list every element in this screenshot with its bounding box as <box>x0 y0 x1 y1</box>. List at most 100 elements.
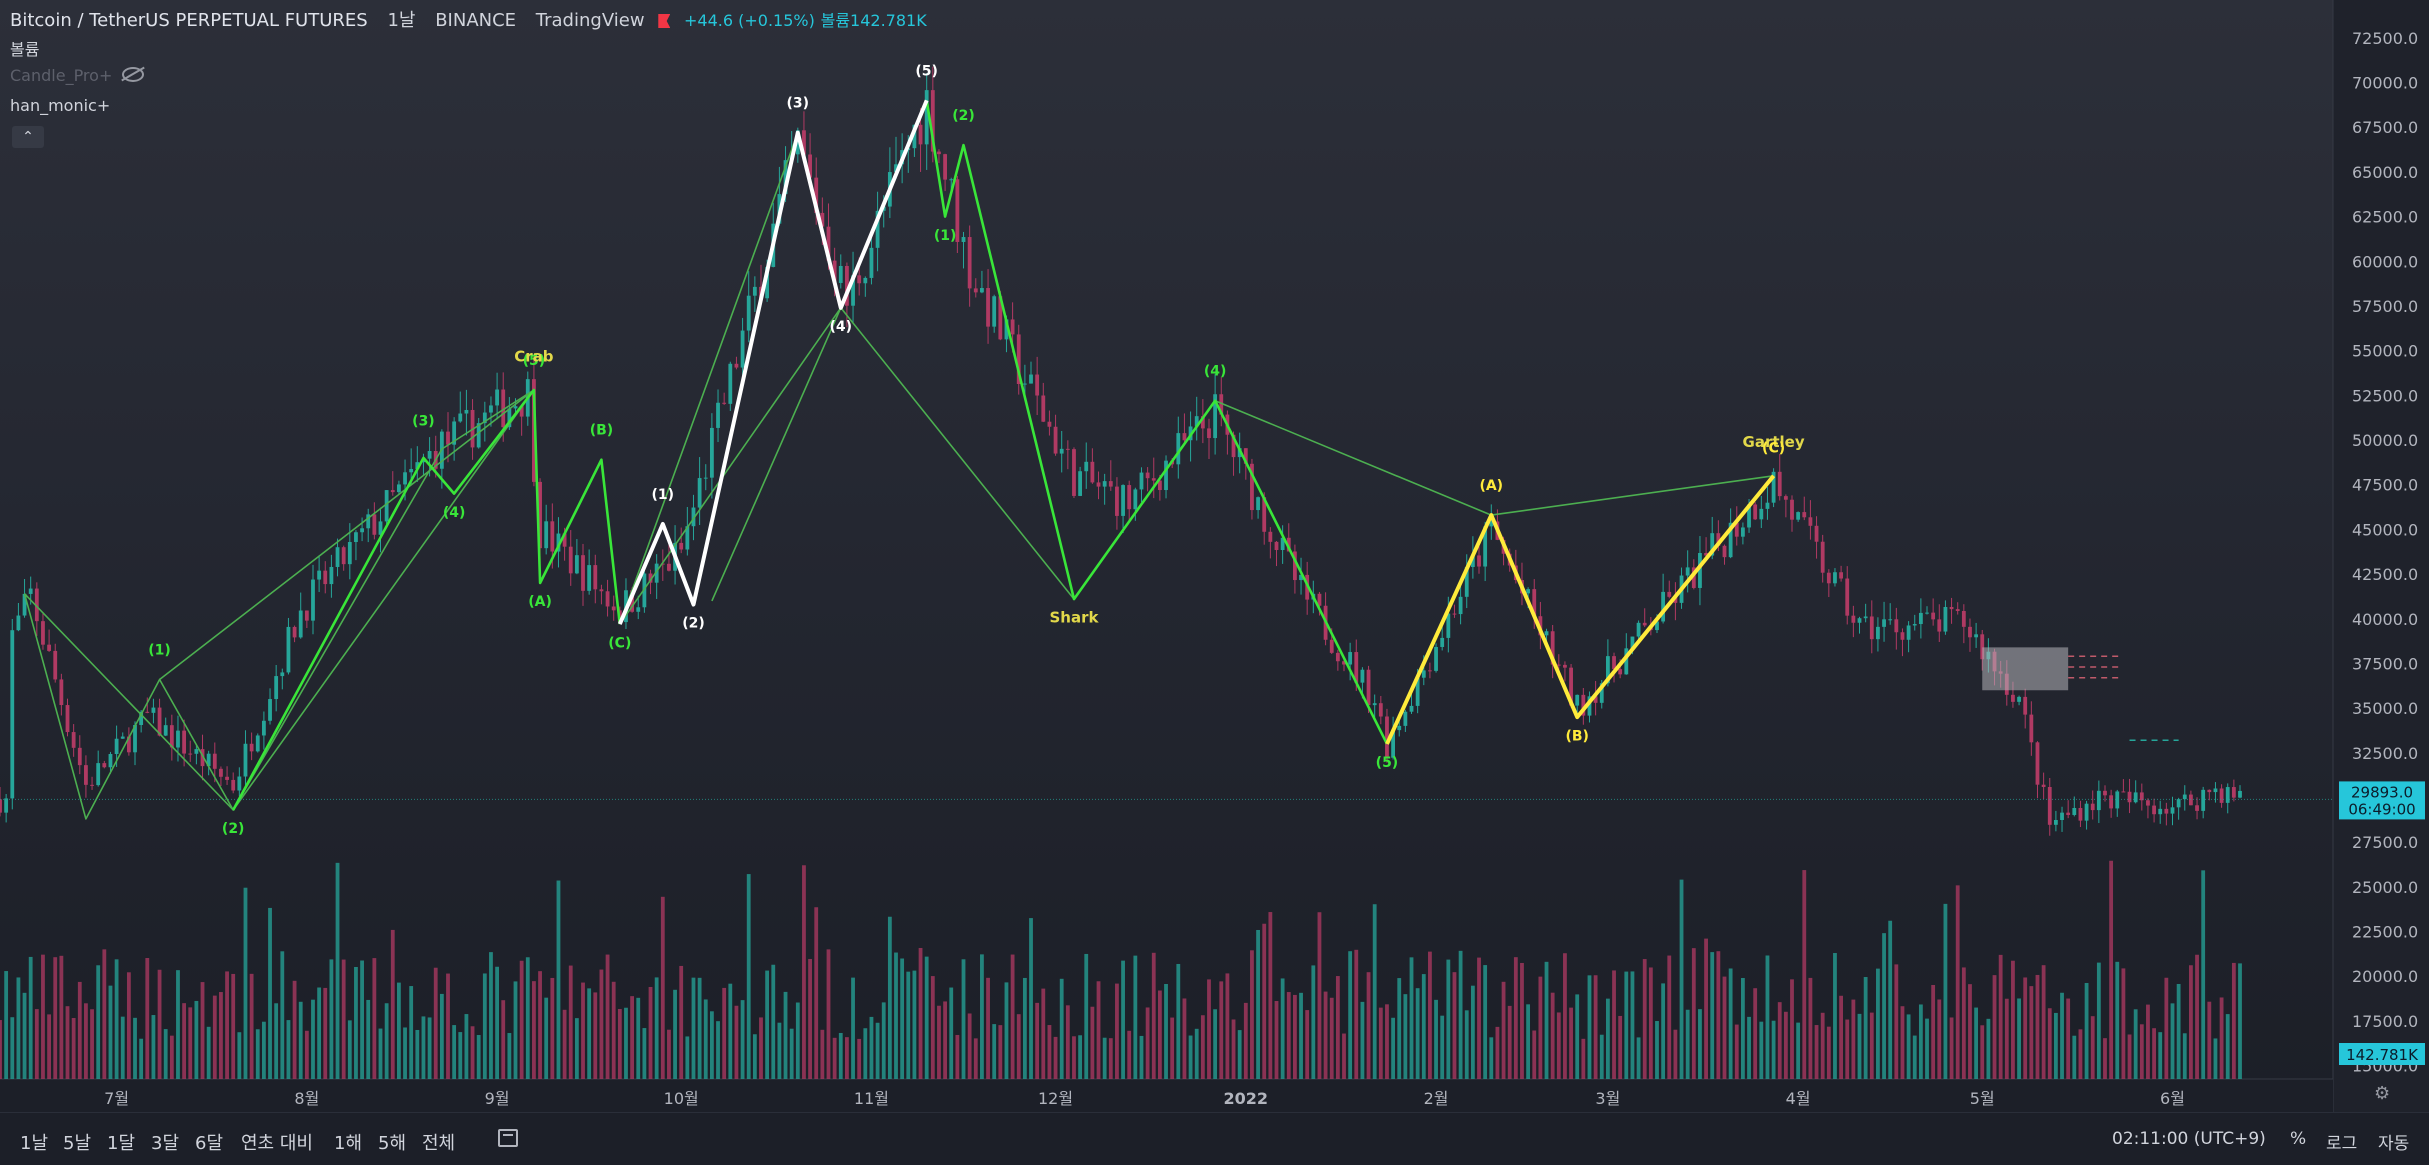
auto-scale-toggle[interactable]: 자동 <box>2378 1134 2410 1154</box>
indicator-han-monic[interactable]: han_monic+ <box>10 96 111 115</box>
candle-body <box>2201 789 2206 811</box>
candle-body <box>255 735 260 752</box>
candle-body <box>654 563 659 583</box>
price-chart[interactable]: (1)(2)(3)(4)(5)Crab(A)(B)(C)(1)(2)(3)(4)… <box>0 0 2429 1112</box>
timeframe-button[interactable]: 3달 <box>151 1133 180 1154</box>
candle-body <box>967 237 972 289</box>
timeframe-button[interactable]: 연초 대비 <box>241 1133 313 1154</box>
volume-bar <box>630 996 635 1079</box>
candle-body <box>1894 619 1899 633</box>
indicator-candle-pro[interactable]: Candle_Pro+ <box>10 66 145 85</box>
candle-body <box>1845 578 1850 616</box>
volume-bar <box>1593 975 1598 1079</box>
timeframe-button[interactable]: 5해 <box>378 1133 407 1154</box>
candle-body <box>581 555 585 591</box>
candle-body <box>1366 669 1371 706</box>
volume-bar <box>1428 951 1432 1079</box>
volume-bar <box>1231 1019 1236 1079</box>
symbol-name[interactable]: Bitcoin / TetherUS PERPETUAL FUTURES <box>10 10 368 31</box>
candle-body <box>2189 794 2193 806</box>
volume-bar <box>2035 974 2040 1079</box>
candle-body <box>360 528 364 533</box>
timeframe-button[interactable]: 1해 <box>334 1133 363 1154</box>
volume-bar <box>433 967 438 1079</box>
volume-bar <box>1385 1004 1389 1079</box>
candle-body <box>71 732 76 748</box>
candle-body <box>1949 606 1954 610</box>
volume-bar <box>1329 997 1334 1079</box>
wave-line <box>619 132 799 625</box>
volume-bar <box>65 1006 70 1079</box>
volume-bar <box>967 1013 972 1079</box>
price-tick-label: 72500.0 <box>2352 29 2418 48</box>
candle-body <box>1372 703 1377 706</box>
volume-bar <box>1323 991 1328 1079</box>
volume-bar <box>501 1000 506 1079</box>
volume-bar <box>1710 952 1715 1079</box>
volume-bar <box>648 986 653 1079</box>
candle-body <box>1618 669 1623 675</box>
time-tick-label: 2022 <box>1224 1089 1269 1108</box>
gear-icon[interactable]: ⚙ <box>2374 1083 2391 1104</box>
log-scale-toggle[interactable]: 로그 <box>2326 1134 2358 1154</box>
candle-body <box>1446 613 1451 638</box>
candle-body <box>1925 612 1929 614</box>
volume-bar <box>1882 933 1886 1079</box>
candle-body <box>1814 525 1819 542</box>
candle-body <box>2103 790 2107 796</box>
candle-body <box>734 363 739 368</box>
indicator-volume[interactable]: 볼륨 <box>10 40 40 59</box>
go-to-date-calendar-icon[interactable] <box>498 1129 518 1147</box>
candle-body <box>1151 478 1156 481</box>
candle-body <box>1783 496 1788 500</box>
price-tick-label: 55000.0 <box>2352 342 2418 361</box>
candle-body <box>1955 609 1960 611</box>
volume-bar <box>2047 1008 2052 1079</box>
timeframe-button[interactable]: 6달 <box>195 1133 224 1154</box>
volume-bar <box>1808 977 1813 1079</box>
candle-body <box>2047 786 2052 825</box>
volume-bar <box>2219 997 2224 1079</box>
volume-bar <box>59 955 64 1079</box>
collapse-indicators-button[interactable]: ⌃ <box>12 126 44 148</box>
volume-bar <box>2029 986 2034 1079</box>
volume-bar <box>1918 1004 1923 1079</box>
percent-scale-toggle[interactable]: % <box>2290 1129 2307 1149</box>
candle-body <box>642 573 647 608</box>
volume-bar <box>145 957 150 1079</box>
candle-body <box>1980 634 1985 660</box>
volume-bar <box>34 1009 39 1079</box>
volume-bar <box>2023 977 2028 1079</box>
volume-bar <box>1563 953 1567 1079</box>
candle-body <box>2090 803 2095 811</box>
timeframe-button[interactable]: 전체 <box>422 1133 456 1154</box>
volume-bar <box>881 1002 886 1079</box>
candle-body <box>765 266 770 299</box>
candle-body <box>2176 799 2181 808</box>
indicator-candle-pro-label: Candle_Pro+ <box>10 66 113 85</box>
timeframe-button[interactable]: 5날 <box>63 1133 92 1154</box>
candle-body <box>550 521 555 552</box>
timeframe-button[interactable]: 1날 <box>20 1133 49 1154</box>
volume-bar <box>1968 984 1972 1079</box>
flag-icon[interactable] <box>658 14 671 28</box>
timeframe-button[interactable]: 1달 <box>107 1133 136 1154</box>
candle-body <box>1851 615 1856 623</box>
wave-label: (A) <box>528 594 552 610</box>
candle-body <box>323 570 328 585</box>
clock-readout[interactable]: 02:11:00 (UTC+9) <box>2112 1129 2266 1149</box>
volume-bar <box>617 1008 622 1079</box>
candle-body <box>157 707 162 736</box>
price-tick-label: 57500.0 <box>2352 297 2418 316</box>
volume-bar <box>703 999 708 1079</box>
volume-bar <box>949 987 954 1079</box>
volume-bar <box>697 977 702 1079</box>
hidden-eye-icon[interactable] <box>122 67 145 82</box>
wave-label: (1) <box>934 228 957 244</box>
volume-bar <box>2182 1033 2187 1079</box>
volume-bar <box>329 959 334 1079</box>
candle-body <box>2133 792 2138 803</box>
candle-body <box>102 763 107 768</box>
candle-body <box>1078 471 1083 496</box>
